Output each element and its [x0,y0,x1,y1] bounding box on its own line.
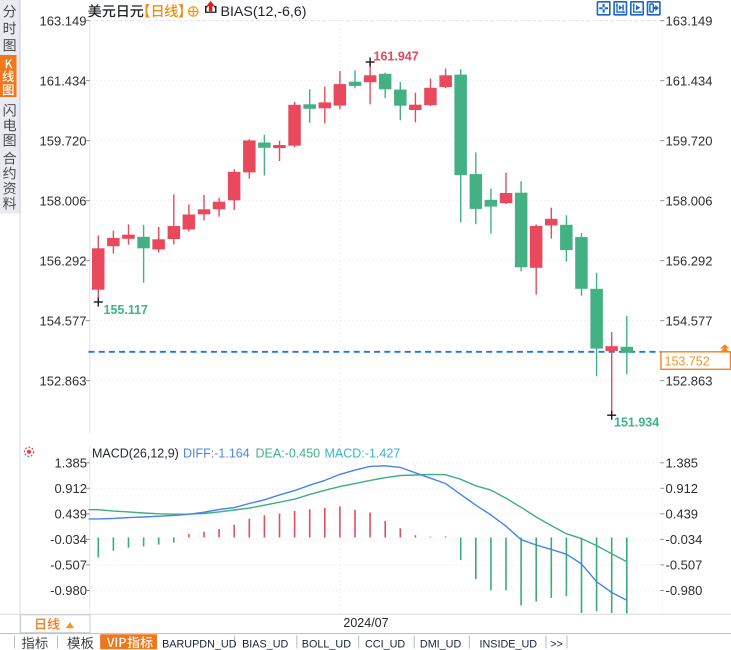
svg-text:BARUPDN_UD: BARUPDN_UD [162,638,237,650]
svg-text:BIAS(12,-6,6): BIAS(12,-6,6) [221,4,307,20]
svg-text:0.912: 0.912 [666,481,699,496]
svg-text:INSIDE_UD: INSIDE_UD [479,638,537,650]
svg-text:161.434: 161.434 [666,73,713,88]
svg-text:0.439: 0.439 [666,507,699,522]
svg-text:>>: >> [550,638,563,650]
svg-text:151.934: 151.934 [614,416,659,430]
svg-text:-0.507: -0.507 [666,558,703,573]
svg-text:DIFF:-1.164: DIFF:-1.164 [183,447,250,461]
svg-text:152.863: 152.863 [40,373,87,388]
svg-text:MACD:-1.427: MACD:-1.427 [325,447,401,461]
svg-text:0.912: 0.912 [54,481,87,496]
svg-text:BOLL_UD: BOLL_UD [302,638,351,650]
svg-text:163.149: 163.149 [666,13,713,28]
svg-text:159.720: 159.720 [40,133,87,148]
svg-text:161.947: 161.947 [374,49,419,63]
svg-text:158.006: 158.006 [40,193,87,208]
svg-text:154.577: 154.577 [666,313,713,328]
svg-text:-0.980: -0.980 [666,583,703,598]
svg-text:154.577: 154.577 [40,313,87,328]
svg-text:-0.507: -0.507 [50,558,87,573]
svg-text:156.292: 156.292 [40,253,87,268]
svg-text:-0.980: -0.980 [50,583,87,598]
svg-text:159.720: 159.720 [666,133,713,148]
svg-text:152.863: 152.863 [666,373,713,388]
svg-text:1.385: 1.385 [54,456,87,471]
svg-text:153.752: 153.752 [665,354,710,368]
svg-text:-0.034: -0.034 [666,532,703,547]
svg-text:1.385: 1.385 [666,456,699,471]
svg-text:0.439: 0.439 [54,507,87,522]
svg-text:DMI_UD: DMI_UD [420,638,462,650]
svg-text:-0.034: -0.034 [50,532,87,547]
svg-text:156.292: 156.292 [666,253,713,268]
svg-text:CCI_UD: CCI_UD [365,638,405,650]
svg-text:MACD(26,12,9): MACD(26,12,9) [92,447,179,461]
svg-text:155.117: 155.117 [104,303,149,317]
svg-text:2024/07: 2024/07 [343,616,388,630]
svg-text:DEA:-0.450: DEA:-0.450 [256,447,321,461]
svg-text:158.006: 158.006 [666,193,713,208]
svg-text:BIAS_UD: BIAS_UD [242,638,288,650]
svg-text:161.434: 161.434 [40,73,87,88]
svg-text:163.149: 163.149 [40,13,87,28]
